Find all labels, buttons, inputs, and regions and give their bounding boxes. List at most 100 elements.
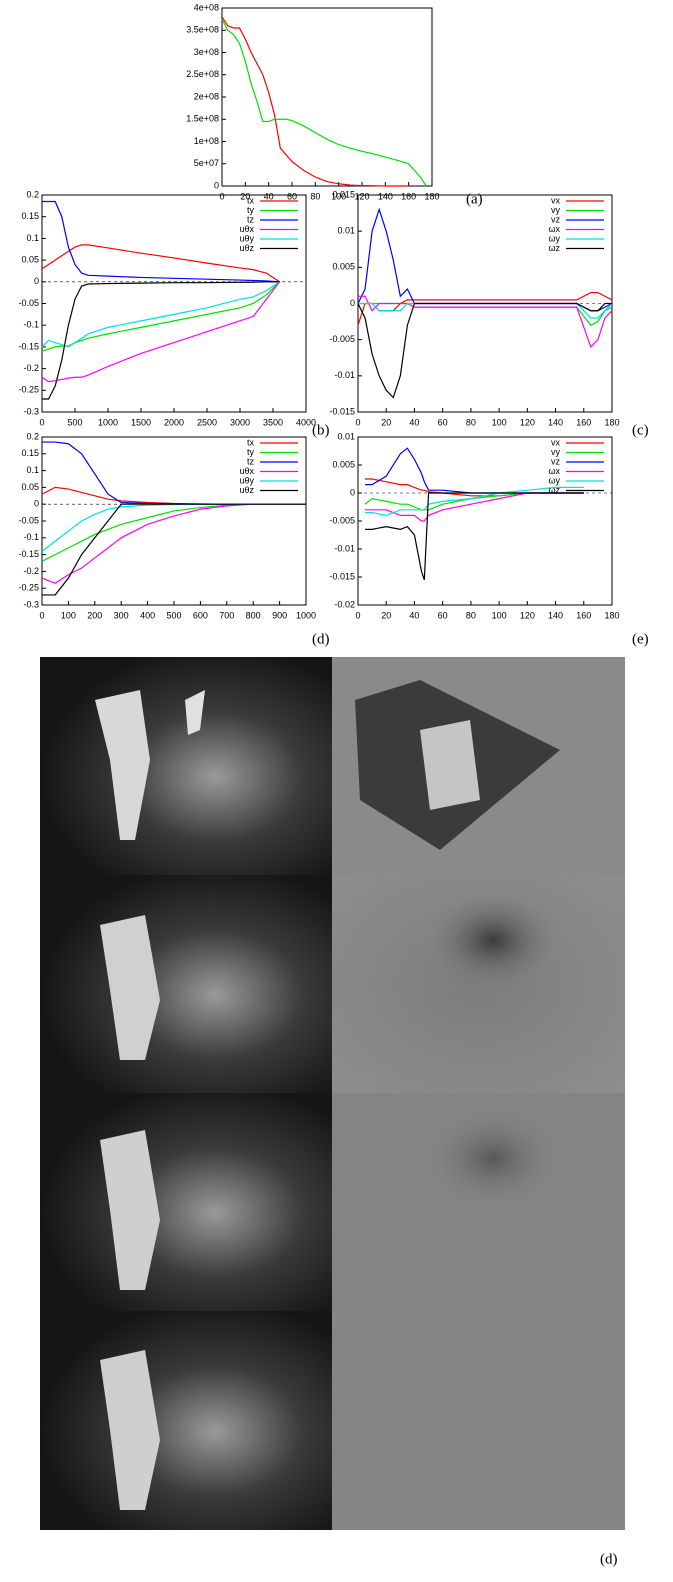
legend-label: vx xyxy=(551,195,561,205)
series-line xyxy=(41,503,306,562)
y-tick-label: -0.01 xyxy=(334,543,355,553)
x-tick-label: 20 xyxy=(240,191,250,201)
image-shape xyxy=(185,690,205,735)
legend-label: tz xyxy=(247,456,255,466)
panel-label: (b) xyxy=(312,422,330,438)
y-tick-label: -0.1 xyxy=(23,532,39,542)
legend-label: tx xyxy=(247,437,255,447)
series-line xyxy=(41,503,306,584)
x-tick-label: 80 xyxy=(310,191,320,201)
x-tick-label: 20 xyxy=(381,417,391,427)
x-tick-label: 100 xyxy=(492,610,507,620)
x-tick-label: 100 xyxy=(61,610,76,620)
legend-label: ωx xyxy=(548,224,560,234)
x-tick-label: 80 xyxy=(466,610,476,620)
legend-label: vy xyxy=(551,205,561,215)
y-tick-label: 1e+08 xyxy=(194,136,219,146)
x-tick-label: 2500 xyxy=(197,417,217,427)
x-tick-label: 80 xyxy=(466,417,476,427)
y-tick-label: -0.2 xyxy=(23,363,39,373)
image-cell xyxy=(40,1311,332,1530)
y-tick-label: 2.5e+08 xyxy=(186,69,219,79)
y-tick-label: 1.5e+08 xyxy=(186,114,219,124)
series-line xyxy=(358,295,613,349)
x-tick-label: 0 xyxy=(219,191,224,201)
x-tick-label: 40 xyxy=(409,417,419,427)
legend-label: uθx xyxy=(239,224,254,234)
legend-label: tx xyxy=(247,195,255,205)
y-tick-label: 0.05 xyxy=(21,482,39,492)
x-tick-label: 140 xyxy=(548,610,563,620)
x-tick-label: 60 xyxy=(287,191,297,201)
x-tick-label: 160 xyxy=(576,610,591,620)
x-tick-label: 400 xyxy=(140,610,155,620)
y-tick-label: -0.005 xyxy=(329,334,355,344)
panel-label: (d) xyxy=(312,631,330,647)
y-tick-label: -0.02 xyxy=(334,599,355,609)
y-tick-label: -0.05 xyxy=(18,298,39,308)
image-shape xyxy=(100,915,160,1060)
y-tick-label: 0 xyxy=(214,180,219,190)
x-tick-label: 20 xyxy=(381,610,391,620)
legend-label: ωz xyxy=(548,243,560,253)
legend-label: uθy xyxy=(239,233,254,243)
legend-label: vz xyxy=(551,214,561,224)
y-tick-label: -0.005 xyxy=(329,515,355,525)
x-tick-label: 4000 xyxy=(296,417,316,427)
series-line xyxy=(41,244,280,283)
x-tick-label: 500 xyxy=(166,610,181,620)
legend-label: ωy xyxy=(548,475,560,485)
series-line xyxy=(42,281,280,400)
panel-label: (d) xyxy=(600,1551,618,1567)
y-tick-label: -0.015 xyxy=(329,571,355,581)
x-tick-label: 500 xyxy=(67,417,82,427)
y-tick-label: 3e+08 xyxy=(194,47,219,57)
y-tick-label: 0.1 xyxy=(26,233,39,243)
x-tick-label: 700 xyxy=(219,610,234,620)
x-tick-label: 40 xyxy=(264,191,274,201)
image-shape xyxy=(95,690,150,840)
x-tick-label: 100 xyxy=(492,417,507,427)
plot-frame xyxy=(221,7,433,187)
image-grid xyxy=(40,657,625,1530)
series-line xyxy=(41,281,280,348)
x-tick-label: 160 xyxy=(576,417,591,427)
x-tick-label: 140 xyxy=(378,191,393,201)
x-tick-label: 1500 xyxy=(131,417,151,427)
y-tick-label: 0.005 xyxy=(332,262,355,272)
x-tick-label: 60 xyxy=(438,610,448,620)
y-tick-label: 0.01 xyxy=(337,431,355,441)
y-tick-label: 0.2 xyxy=(26,431,39,441)
series-line xyxy=(358,302,613,319)
image-cell xyxy=(40,657,332,875)
x-tick-label: 900 xyxy=(272,610,287,620)
x-tick-label: 0 xyxy=(39,417,44,427)
y-tick-label: -0.25 xyxy=(18,583,39,593)
series-line xyxy=(41,281,281,352)
legend-label: uθx xyxy=(239,466,254,476)
y-tick-label: -0.3 xyxy=(23,599,39,609)
y-tick-label: -0.3 xyxy=(23,406,39,416)
x-tick-label: 800 xyxy=(246,610,261,620)
x-tick-label: 1000 xyxy=(98,417,118,427)
series-line xyxy=(221,16,409,187)
legend-label: tz xyxy=(247,214,255,224)
legend-label: uθz xyxy=(239,485,254,495)
x-tick-label: 600 xyxy=(193,610,208,620)
series-line xyxy=(365,492,584,522)
x-tick-label: 60 xyxy=(438,417,448,427)
x-tick-label: 300 xyxy=(114,610,129,620)
y-tick-label: -0.15 xyxy=(18,549,39,559)
image-cell xyxy=(332,1311,625,1530)
series-line xyxy=(41,281,281,383)
x-tick-label: 3500 xyxy=(263,417,283,427)
legend-label: ty xyxy=(247,205,255,215)
legend-label: uθz xyxy=(239,243,254,253)
y-tick-label: 0.15 xyxy=(21,448,39,458)
x-tick-label: 140 xyxy=(548,417,563,427)
series-line xyxy=(42,200,280,283)
y-tick-label: 5e+07 xyxy=(194,158,219,168)
legend-label: uθy xyxy=(239,475,254,485)
legend-label: vy xyxy=(551,447,561,457)
